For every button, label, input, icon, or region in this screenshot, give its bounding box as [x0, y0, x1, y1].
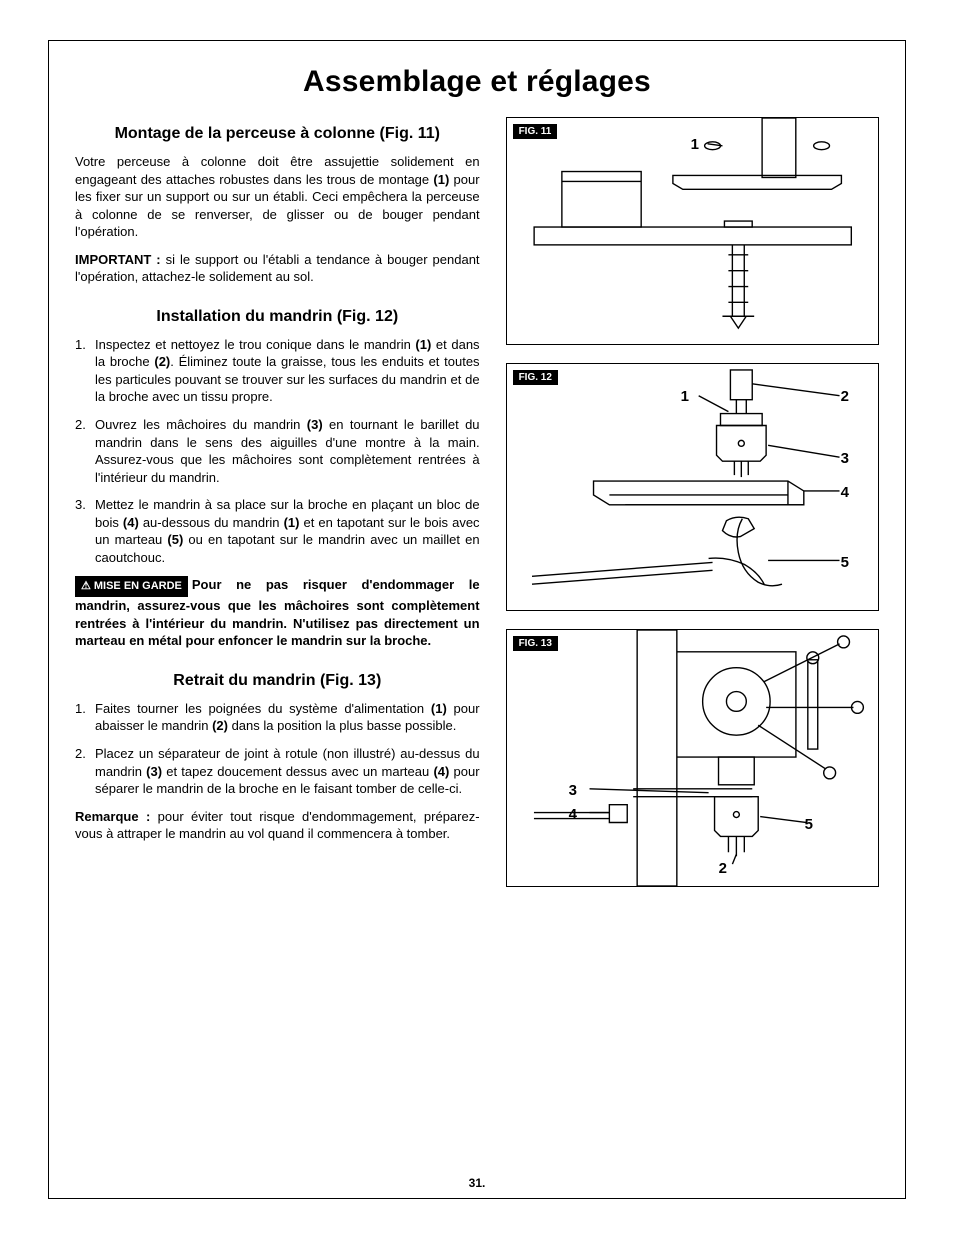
heading-retrait: Retrait du mandrin (Fig. 13)	[75, 672, 480, 690]
content-frame: Assemblage et réglages Montage de la per…	[48, 40, 906, 1199]
installation-item: Inspectez et nettoyez le trou conique da…	[75, 336, 480, 406]
callout: 2	[841, 388, 849, 405]
retrait-remarque: Remarque : pour éviter tout risque d'end…	[75, 808, 480, 843]
figure-13-label: FIG. 13	[513, 636, 558, 651]
right-column: FIG. 11	[506, 117, 879, 887]
callout: 1	[691, 136, 699, 153]
figure-12-label: FIG. 12	[513, 370, 558, 385]
figure-11: FIG. 11	[506, 117, 879, 345]
callout: 3	[569, 782, 577, 799]
installation-item: Mettez le mandrin à sa place sur la broc…	[75, 496, 480, 566]
installation-item: Ouvrez les mâchoires du mandrin (3) en t…	[75, 416, 480, 486]
installation-list: Inspectez et nettoyez le trou conique da…	[75, 336, 480, 567]
page-number: 31.	[49, 1176, 905, 1190]
page-title: Assemblage et réglages	[75, 65, 879, 99]
left-column: Montage de la perceuse à colonne (Fig. 1…	[75, 117, 480, 887]
callout: 1	[681, 388, 689, 405]
figure-13-svg	[507, 630, 878, 886]
callout: 2	[719, 860, 727, 877]
montage-para-2: IMPORTANT : si le support ou l'établi a …	[75, 251, 480, 286]
figure-13: FIG. 13	[506, 629, 879, 887]
figure-11-label: FIG. 11	[513, 124, 558, 139]
callout: 4	[841, 484, 849, 501]
heading-installation: Installation du mandrin (Fig. 12)	[75, 308, 480, 326]
retrait-item: Placez un séparateur de joint à rotule (…	[75, 745, 480, 798]
two-column-layout: Montage de la perceuse à colonne (Fig. 1…	[75, 117, 879, 887]
retrait-item: Faites tourner les poignées du système d…	[75, 700, 480, 735]
warning-text: ⚠MISE EN GARDEPour ne pas risquer d'endo…	[75, 576, 480, 649]
montage-para-1: Votre perceuse à colonne doit être assuj…	[75, 153, 480, 241]
page: Assemblage et réglages Montage de la per…	[0, 0, 954, 1235]
retrait-list: Faites tourner les poignées du système d…	[75, 700, 480, 798]
warning-block: ⚠MISE EN GARDEPour ne pas risquer d'endo…	[75, 576, 480, 649]
callout: 4	[569, 806, 577, 823]
callout: 3	[841, 450, 849, 467]
warning-badge-label: MISE EN GARDE	[94, 580, 182, 592]
callout: 5	[841, 554, 849, 571]
warning-triangle-icon: ⚠	[81, 579, 91, 594]
figure-12: FIG. 12	[506, 363, 879, 611]
figure-12-svg	[507, 364, 878, 610]
heading-montage: Montage de la perceuse à colonne (Fig. 1…	[75, 125, 480, 143]
warning-badge: ⚠MISE EN GARDE	[75, 576, 188, 597]
callout: 5	[805, 816, 813, 833]
